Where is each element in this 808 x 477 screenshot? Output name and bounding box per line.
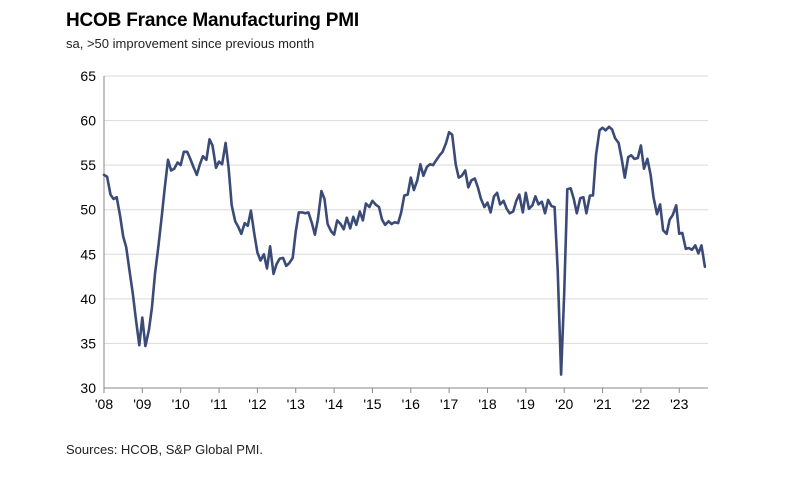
x-axis-ticks — [103, 388, 680, 393]
source-note: Sources: HCOB, S&P Global PMI. — [66, 442, 263, 457]
x-tick-label-2021: '21 — [593, 396, 611, 412]
x-tick-label-2018: '18 — [478, 396, 496, 412]
x-tick-label-2013: '13 — [287, 396, 305, 412]
y-tick-label-60: 60 — [80, 113, 96, 129]
x-axis-tick-labels: '08 '09 '10 '11 '12 '13 '14 '15 '16 '17 '18 '19 '20 '… — [95, 396, 689, 412]
x-tick-label-2023: '23 — [670, 396, 688, 412]
x-tick-label-2020: '20 — [555, 396, 573, 412]
x-tick-label-2019: '19 — [517, 396, 535, 412]
y-tick-label-40: 40 — [80, 291, 96, 307]
y-tick-label-55: 55 — [80, 157, 96, 173]
x-tick-label-2016: '16 — [402, 396, 420, 412]
x-tick-label-2011: '11 — [210, 396, 227, 412]
x-tick-label-2010: '10 — [172, 396, 190, 412]
series-line-manufacturing-pmi — [102, 125, 707, 376]
y-tick-label-35: 35 — [80, 335, 96, 351]
y-tick-label-65: 65 — [80, 68, 96, 84]
chart-subtitle: sa, >50 improvement since previous month — [66, 36, 315, 51]
y-axis-tick-labels: 30 35 40 45 50 55 60 65 — [80, 68, 96, 396]
y-tick-label-30: 30 — [80, 380, 96, 396]
grid-lines — [104, 75, 708, 344]
x-tick-label-2017: '17 — [440, 396, 458, 412]
x-tick-label-2012: '12 — [248, 396, 266, 412]
y-tick-label-50: 50 — [80, 202, 96, 218]
x-tick-label-2014: '14 — [325, 396, 343, 412]
chart-title: HCOB France Manufacturing PMI — [66, 10, 359, 31]
y-tick-label-45: 45 — [80, 246, 96, 262]
x-tick-label-2022: '22 — [632, 396, 650, 412]
x-tick-label-2008: '08 — [95, 396, 113, 412]
x-tick-label-2009: '09 — [133, 396, 151, 412]
x-tick-label-2015: '15 — [363, 396, 381, 412]
